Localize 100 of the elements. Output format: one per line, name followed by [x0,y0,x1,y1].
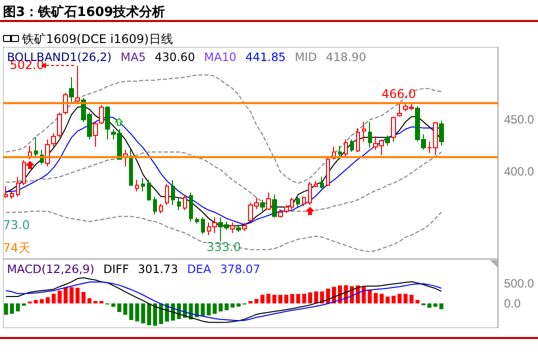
bar [308,292,312,304]
bar [135,303,140,322]
candlestick [272,194,277,218]
candlestick [260,199,265,212]
candlestick [308,182,312,206]
bar [76,288,80,304]
annotation: 378.07 [220,262,260,276]
candlestick [22,160,26,186]
annotation: 74天 [3,240,30,257]
bar [296,294,300,304]
candlestick [338,145,342,160]
candlestick [439,120,444,146]
chart-title: 图3：铁矿石1609技术分析 [3,4,166,21]
bar [272,294,276,304]
candlestick [326,158,330,187]
candlestick [99,104,104,124]
bar [22,303,26,306]
y-tick-label: 0.0 [504,296,522,310]
bar [200,303,205,316]
candlestick [51,132,56,148]
candlestick [135,180,139,192]
candlestick [16,176,20,198]
annotation: DEA [187,262,212,276]
candlestick [159,203,163,214]
candlestick [397,102,402,118]
candlestick [314,180,318,188]
candlestick [93,121,98,148]
bar [404,294,408,304]
bar [362,286,366,304]
candlestick [344,138,348,157]
bar [302,294,306,304]
candlestick [391,116,396,142]
bar [117,303,122,312]
bar [260,294,264,304]
line-series [5,210,442,252]
bar [159,303,164,324]
candlestick [189,192,193,222]
y-tick-label: 400.0 [504,164,534,179]
candlestick [75,65,80,104]
annotation: 418.90 [326,50,366,64]
candlestick [45,138,50,168]
bar [70,287,74,304]
bar [415,300,420,304]
line-series [5,74,442,184]
candlestick [4,186,8,198]
bar [236,303,241,307]
bar [147,303,152,326]
candlestick [105,106,110,140]
candlestick [302,196,306,206]
annotation: 430.60 [154,50,196,64]
candlestick [141,177,145,192]
candlestick [177,197,181,211]
candlestick [147,180,151,202]
candlestick [368,121,372,148]
candlestick [236,224,241,232]
candlestick [171,180,175,206]
bar [10,303,14,314]
bar [111,303,116,307]
bar [278,294,282,304]
candlestick [278,210,283,218]
bar [266,294,270,304]
candlestick [153,196,157,215]
annotation: 466.0 [382,87,416,102]
bar [433,303,438,307]
bar [410,294,414,304]
bar [398,294,402,304]
bar [439,303,444,310]
y-tick-label: 500.0 [504,276,534,290]
bar [218,303,223,312]
bar [87,298,92,304]
candlestick [362,121,366,142]
candlestick [320,176,324,189]
candlestick [165,184,169,206]
candlestick [242,222,247,232]
candlestick [356,128,360,152]
bar [153,303,158,326]
bar [52,294,56,304]
candlestick [195,216,199,224]
bar [380,294,384,304]
bar [16,303,20,312]
candlestick [385,134,390,146]
candlestick [296,195,300,208]
candlestick [129,149,133,186]
candlestick [57,112,62,138]
annotation: 73.0 [3,218,30,232]
bar [194,303,199,318]
candlestick [230,222,235,234]
bar [254,299,258,304]
bar [141,303,146,324]
bar [4,303,8,315]
bar [58,290,62,304]
annotation: 441.85 [245,50,286,64]
annotation: MA5 [120,50,146,64]
annotation: MACD(12,26,9) [7,262,94,276]
candlestick [350,138,354,152]
bar [82,292,86,304]
annotation: 333.0 [206,240,242,254]
annotation: MA10 [204,50,236,64]
bar [392,296,396,304]
candlestick [34,136,38,158]
